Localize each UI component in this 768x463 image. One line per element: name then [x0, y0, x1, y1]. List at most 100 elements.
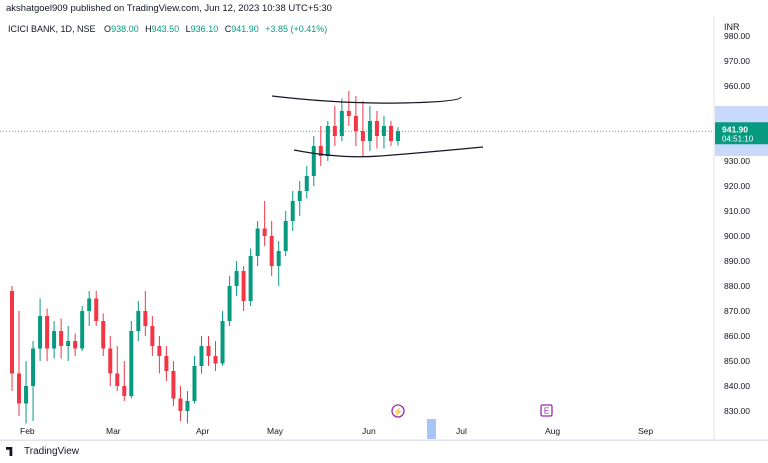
candle-body [45, 316, 50, 349]
last-price-label: 941.90 [722, 124, 748, 134]
candle [388, 121, 393, 146]
candle-body [220, 321, 225, 364]
price-tick-label: 960.00 [724, 81, 750, 91]
candle [129, 321, 134, 399]
candle [213, 341, 218, 371]
candlestick-chart[interactable]: 830.00 840.00 850.00 860.00 870.00 880.00 890.… [0, 16, 768, 462]
candle-body [396, 131, 400, 141]
tradingview-logo[interactable]: TradingView [6, 446, 79, 457]
candle-body [269, 236, 274, 266]
bar-countdown-label: 04:51:10 [722, 134, 754, 143]
symbol-name[interactable]: ICICI BANK, 1D, NSE [8, 24, 96, 34]
low-label: L [185, 24, 191, 34]
candle [45, 308, 50, 361]
candle [24, 361, 29, 424]
channel-upper-line [271, 95, 462, 104]
candle-body [31, 348, 36, 386]
candle-body [199, 346, 204, 366]
candle [234, 261, 239, 296]
candle [199, 336, 204, 374]
candle-body [339, 111, 344, 136]
candle-body [185, 401, 190, 411]
brand-name: TradingView [24, 446, 80, 457]
candle-body [164, 356, 169, 371]
candle-body [38, 316, 43, 349]
candle-body [332, 126, 337, 136]
candle-body [360, 131, 365, 141]
drawing-annotations [271, 95, 484, 158]
candle [157, 336, 162, 374]
candle [192, 356, 197, 404]
time-tick-label: Jul [456, 426, 467, 436]
candle-body [290, 201, 295, 221]
candle-body [227, 286, 232, 321]
candle-body [213, 356, 218, 364]
svg-text:E: E [544, 407, 549, 416]
price-tick-label: 900.00 [724, 231, 750, 241]
price-tick-label: 890.00 [724, 256, 750, 266]
candle-body [248, 256, 253, 301]
price-tick-label: 860.00 [724, 331, 750, 341]
event-icon-earnings[interactable]: E [540, 404, 553, 417]
candle [171, 361, 176, 406]
candle-body [136, 311, 141, 331]
publish-header: akshatgoel909 published on TradingView.c… [0, 0, 768, 16]
candle [122, 361, 127, 401]
candle [52, 321, 57, 359]
time-tick-label: Jun [362, 426, 376, 436]
candle-body [122, 386, 127, 396]
candle-body [346, 111, 351, 116]
candle [367, 106, 372, 151]
candle [241, 266, 246, 311]
price-tick-label: 930.00 [724, 156, 750, 166]
candle [276, 241, 281, 286]
candle-body [318, 146, 323, 156]
candle [38, 298, 43, 361]
candle-body [52, 331, 57, 349]
candle [227, 276, 232, 326]
candle [94, 291, 99, 326]
candle [396, 127, 400, 146]
candle [381, 116, 386, 149]
candle-body [87, 298, 92, 311]
candle [262, 201, 267, 246]
candle-body [325, 126, 330, 156]
candle-body [129, 331, 134, 396]
candle-body [262, 228, 267, 236]
candle-body [115, 373, 120, 386]
candle-body [311, 146, 316, 176]
candle-body [171, 371, 176, 399]
candle [297, 181, 302, 216]
time-tick-label: Sep [638, 426, 653, 436]
candle [150, 316, 155, 356]
candle-body [381, 126, 386, 136]
tradingview-logo-icon [6, 447, 13, 456]
candle-body [94, 298, 99, 321]
time-range-highlight [427, 419, 436, 439]
candle [353, 96, 358, 146]
price-tick-label: 840.00 [724, 381, 750, 391]
candle-series [10, 91, 400, 424]
candle-body [276, 251, 281, 266]
candle-body [353, 116, 358, 131]
channel-lower-line [293, 146, 484, 158]
candle-body [10, 291, 14, 374]
candle [311, 136, 316, 186]
candle [87, 291, 92, 326]
candle [31, 341, 36, 421]
event-icon-dividend[interactable]: ⚡ [391, 404, 405, 418]
time-tick-label: Mar [106, 426, 121, 436]
candle-body [101, 321, 106, 349]
candle [374, 111, 379, 149]
time-tick-label: May [267, 426, 284, 436]
candle [143, 291, 148, 336]
candle-body [206, 346, 211, 356]
candle-body [192, 366, 197, 401]
candle-body [150, 326, 155, 346]
change-value: +3.85 (+0.41%) [265, 24, 328, 34]
low-value: 936.10 [190, 24, 219, 34]
candle-body [17, 373, 22, 404]
close-label: C [224, 24, 232, 34]
open-label: O [104, 24, 112, 34]
